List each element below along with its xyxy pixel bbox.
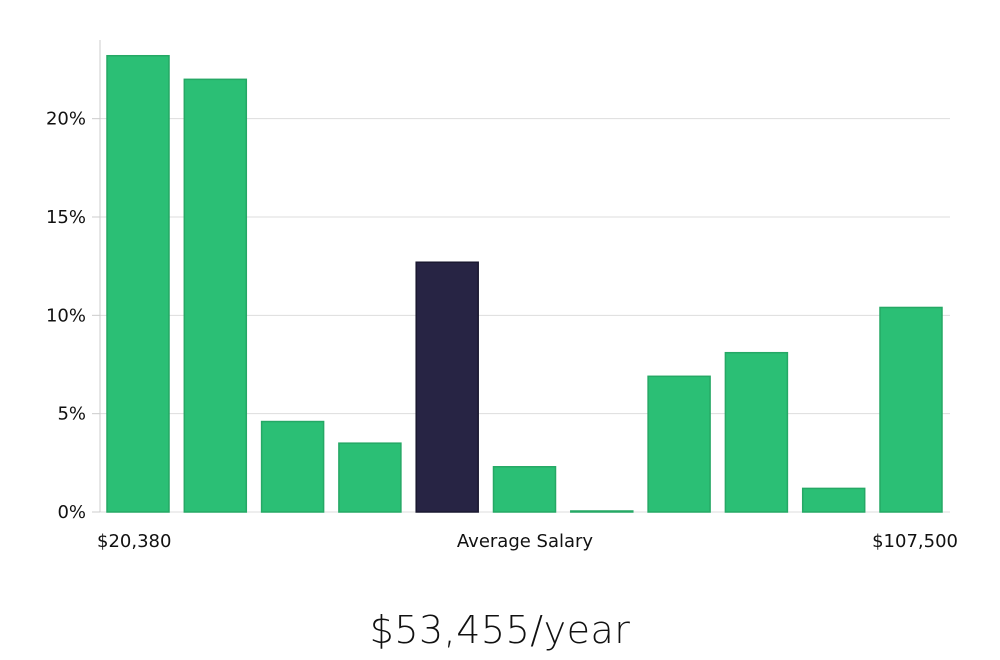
y-tick-label: 20% (46, 109, 86, 130)
x-range-max-label: $107,500 (872, 531, 958, 552)
bar (647, 375, 711, 513)
bar (724, 351, 789, 513)
bar (260, 420, 325, 513)
bar (570, 510, 634, 513)
y-tick-label: 5% (57, 404, 86, 425)
y-tick-label: 15% (46, 207, 86, 228)
y-axis-ticks: 0% 5% 10% 15% 20% (46, 109, 100, 523)
bar (879, 306, 943, 513)
x-range-min-label: $20,380 (97, 531, 171, 552)
average-salary-value: $53,455/year (369, 608, 631, 652)
x-axis-title: Average Salary (457, 531, 594, 552)
bar (338, 442, 402, 513)
x-axis-labels: $20,380 Average Salary $107,500 (97, 531, 958, 552)
bar-average-salary (415, 261, 479, 513)
y-tick-label: 0% (57, 502, 86, 523)
salary-histogram-chart: 0% 5% 10% 15% 20% $20,380 Average Salary $10… (46, 40, 958, 552)
bar (492, 466, 557, 513)
bar (106, 54, 170, 513)
bars (106, 54, 943, 513)
bar (801, 487, 866, 513)
bar (183, 78, 248, 513)
y-tick-label: 10% (46, 305, 86, 326)
